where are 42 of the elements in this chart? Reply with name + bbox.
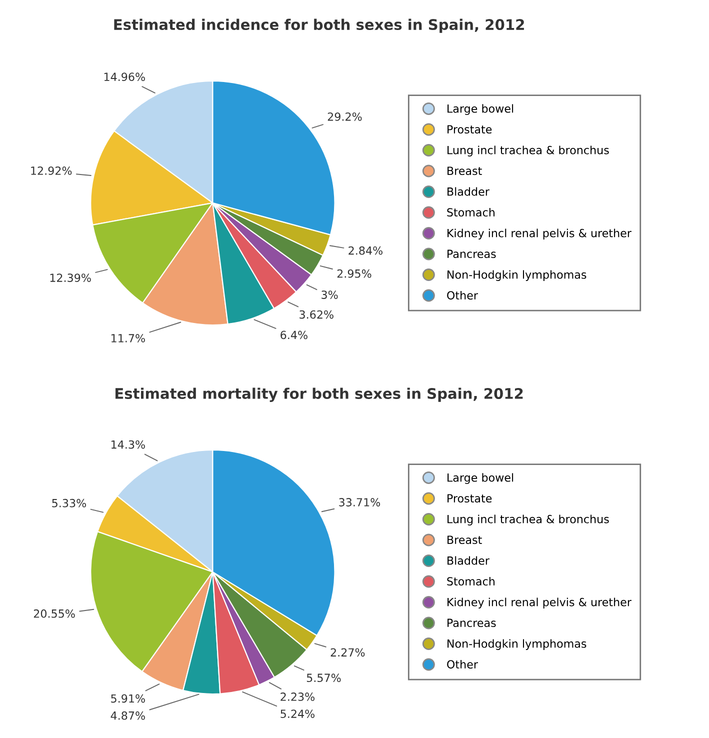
legend-label: Large bowel — [448, 104, 514, 115]
legend-label: Breast — [448, 166, 482, 176]
legend-label: Bladder — [448, 187, 490, 196]
data-label: 11.7% — [111, 334, 145, 342]
data-label: 5.91% — [111, 694, 145, 703]
data-label: 2.95% — [337, 269, 372, 278]
data-label: 4.87% — [110, 711, 145, 720]
data-label: 29.2% — [328, 112, 362, 121]
legend-label: Other — [447, 290, 478, 300]
legend-label: Stomach — [447, 576, 494, 586]
data-label: 12.92% — [31, 166, 72, 175]
legend-label: Other — [447, 660, 478, 669]
legend-label: Prostate — [448, 494, 492, 503]
data-label: 14.3% — [111, 440, 145, 449]
data-label: 2.27% — [330, 648, 365, 657]
chart-title: Estimated incidence for both sexes in Spain, 2012 — [114, 18, 524, 33]
data-label: 5.24% — [280, 710, 315, 718]
data-label: 5.57% — [306, 674, 341, 682]
legend-label: Bladder — [448, 556, 490, 565]
legend-label: Breast — [448, 536, 482, 544]
legend-label: Pancreas — [448, 618, 496, 628]
legend-label: Stomach — [447, 208, 494, 217]
legend-label: Non-Hodgkin lymphomas — [448, 639, 586, 650]
data-label: 3% — [322, 290, 338, 299]
data-label: 20.55% — [34, 609, 75, 618]
legend-label: Large bowel — [448, 473, 514, 484]
data-label: 5.33% — [52, 498, 86, 508]
legend-label: Non-Hodgkin lymphomas — [448, 270, 586, 281]
data-label: 12.39% — [50, 274, 91, 282]
data-label: 33.71% — [339, 498, 380, 506]
legend-label: Lung incl trachea & bronchus — [448, 146, 609, 156]
data-label: 2.23% — [280, 692, 315, 701]
data-label: 6.4% — [280, 330, 308, 340]
legend-label: Kidney incl renal pelvis & urether — [448, 598, 632, 608]
chart-title: Estimated mortality for both sexes in Spain, 2012 — [116, 388, 523, 402]
data-label: 2.84% — [348, 246, 382, 255]
legend-label: Pancreas — [448, 250, 496, 258]
legend-label: Lung incl trachea & bronchus — [448, 514, 609, 526]
data-label: 14.96% — [104, 72, 145, 82]
legend-label: Kidney incl renal pelvis & urether — [448, 228, 632, 240]
data-label: 3.62% — [300, 310, 334, 319]
legend-label: Prostate — [448, 125, 492, 134]
